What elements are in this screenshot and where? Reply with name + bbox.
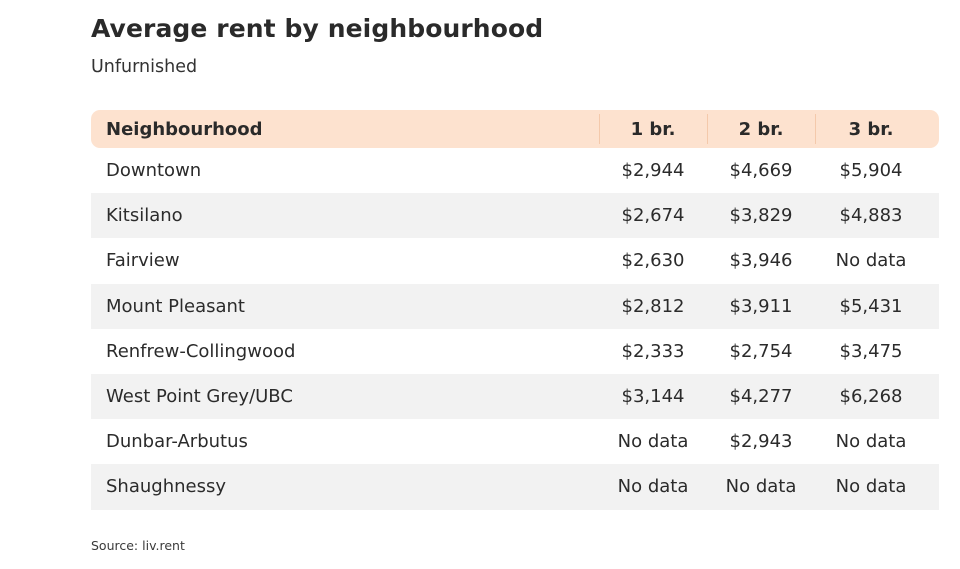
cell-3br: $3,475 [839, 340, 903, 362]
cell-1br: $2,674 [599, 193, 707, 239]
cell-2br: $4,277 [707, 373, 815, 420]
source-note: Source: liv.rent [91, 538, 185, 553]
table-header-row: Neighbourhood 1 br. 2 br. 3 br. [91, 110, 939, 148]
cell-neighbourhood: Mount Pleasant [91, 283, 599, 329]
cell-2br: No data [707, 464, 815, 510]
chart-container: Average rent by neighbourhood Unfurnishe… [91, 11, 939, 510]
column-header-1br: 1 br. [599, 110, 707, 148]
cell-3br: $6,268 [815, 373, 939, 420]
cell-3br: $5,904 [839, 160, 903, 182]
cell-3br: $4,883 [815, 193, 939, 239]
cell-2br: $3,911 [707, 283, 815, 329]
column-header-3br: 3 br. [815, 110, 939, 148]
cell-1br: $2,812 [599, 283, 707, 329]
table-row: Kitsilano $2,674 $3,829 $4,883 [91, 193, 939, 239]
table-row: Renfrew-Collingwood $2,333 $2,754 $3,475 [91, 329, 939, 374]
cell-2br: $3,829 [707, 193, 815, 239]
table-row: Mount Pleasant $2,812 $3,911 $5,431 [91, 283, 939, 329]
chart-subtitle: Unfurnished [91, 57, 198, 77]
cell-2br: $2,943 [729, 431, 793, 453]
cell-1br: $2,944 [621, 160, 685, 182]
cell-neighbourhood: Dunbar-Arbutus [106, 431, 248, 453]
cell-2br: $2,754 [729, 340, 793, 362]
cell-neighbourhood: Fairview [106, 250, 180, 272]
cell-neighbourhood: West Point Grey/UBC [91, 373, 599, 420]
cell-1br: $2,630 [621, 250, 685, 272]
cell-1br: No data [599, 464, 707, 510]
cell-neighbourhood: Kitsilano [91, 193, 599, 239]
cell-neighbourhood: Downtown [106, 160, 202, 182]
cell-3br: No data [815, 464, 939, 510]
table-row: West Point Grey/UBC $3,144 $4,277 $6,268 [91, 373, 939, 420]
table-row: Dunbar-Arbutus No data $2,943 No data [91, 419, 939, 464]
cell-3br: No data [835, 431, 907, 453]
cell-1br: $3,144 [599, 373, 707, 420]
column-header-2br: 2 br. [707, 110, 815, 148]
rent-table: Neighbourhood 1 br. 2 br. 3 br. Downtown… [91, 110, 939, 510]
cell-neighbourhood: Renfrew-Collingwood [106, 340, 296, 362]
cell-1br: $2,333 [621, 340, 685, 362]
cell-neighbourhood: Shaughnessy [91, 464, 599, 510]
cell-2br: $4,669 [729, 160, 793, 182]
cell-2br: $3,946 [729, 250, 793, 272]
table-row: Shaughnessy No data No data No data [91, 464, 939, 510]
cell-3br: $5,431 [815, 283, 939, 329]
table-row: Fairview $2,630 $3,946 No data [91, 238, 939, 283]
cell-1br: No data [617, 431, 689, 453]
table-row: Downtown $2,944 $4,669 $5,904 [91, 148, 939, 193]
chart-title: Average rent by neighbourhood [91, 14, 544, 43]
column-header-neighbourhood: Neighbourhood [91, 110, 599, 148]
cell-3br: No data [835, 250, 907, 272]
